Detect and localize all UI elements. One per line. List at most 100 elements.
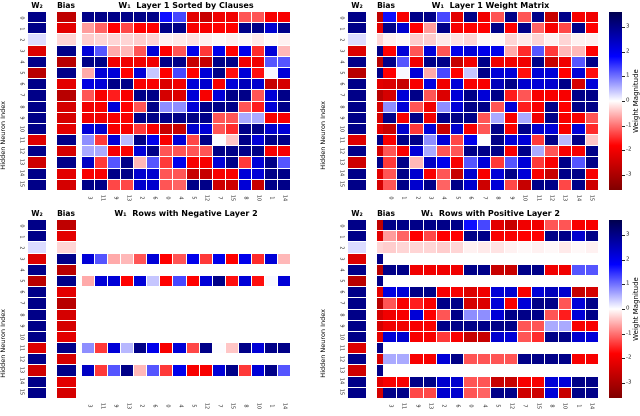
heatmap-cell xyxy=(504,67,517,79)
heatmap-cell xyxy=(572,157,585,168)
heatmap-cell xyxy=(545,253,558,264)
heatmap-cell xyxy=(464,309,477,320)
heatmap-cell xyxy=(134,112,147,123)
heatmap-cell xyxy=(477,157,490,168)
heatmap-cell xyxy=(504,354,517,365)
heatmap-cell xyxy=(491,343,504,354)
x-tick: 0 xyxy=(387,196,394,200)
colorbar-tick: -2 xyxy=(626,146,632,153)
heatmap-cell xyxy=(410,242,423,253)
heatmap-cell xyxy=(147,220,160,231)
heatmap-cell xyxy=(173,34,186,45)
heatmap-cell xyxy=(545,135,558,146)
heatmap-cell xyxy=(572,354,585,365)
heatmap-cell xyxy=(95,67,108,79)
heatmap-cell xyxy=(134,253,147,264)
heatmap-cell xyxy=(572,387,585,398)
heatmap-cell xyxy=(585,354,598,365)
heatmap-cell xyxy=(238,67,251,79)
heatmap-cell xyxy=(95,101,108,112)
heatmap-cell xyxy=(108,101,121,112)
heatmap-cell xyxy=(518,253,531,264)
heatmap-cell xyxy=(82,45,95,56)
heatmap-cell xyxy=(264,157,277,168)
heatmap-cell xyxy=(585,168,598,179)
y-tick: 0 xyxy=(338,15,345,20)
x-tick: 4 xyxy=(440,196,447,200)
heatmap-cell xyxy=(348,157,366,168)
heatmap-cell xyxy=(277,79,290,90)
heatmap-cell xyxy=(558,298,571,309)
heatmap-cell xyxy=(108,146,121,157)
y-tick: 1 xyxy=(18,235,25,239)
heatmap-cell xyxy=(121,365,134,376)
heatmap-cell xyxy=(121,231,134,242)
colorbar-tick-mark xyxy=(622,76,625,78)
heatmap-cell xyxy=(396,168,409,179)
heatmap-cell xyxy=(477,298,490,309)
heatmap-cell xyxy=(348,309,366,320)
heatmap-cell xyxy=(348,331,366,343)
heatmap-cell xyxy=(28,354,46,365)
heatmap-cell xyxy=(264,179,277,190)
heatmap-cell xyxy=(423,365,436,376)
heatmap-cell xyxy=(518,101,531,112)
heatmap-cell xyxy=(518,79,531,90)
heatmap-cell xyxy=(558,123,571,135)
heatmap-cell xyxy=(423,376,436,387)
heatmap-cell xyxy=(464,112,477,123)
heatmap-cell xyxy=(491,12,504,23)
heatmap-cell xyxy=(28,56,46,67)
heatmap-cell xyxy=(147,320,160,331)
heatmap-cell xyxy=(28,67,46,79)
heatmap-cell xyxy=(264,168,277,179)
heatmap-cell xyxy=(95,309,108,320)
heatmap-cell xyxy=(572,242,585,253)
heatmap-cell xyxy=(199,135,212,146)
heatmap-cell xyxy=(410,320,423,331)
heatmap-cell xyxy=(134,101,147,112)
heatmap-cell xyxy=(410,179,423,190)
heatmap-cell xyxy=(57,242,76,253)
y-tick: 5 xyxy=(338,279,345,283)
heatmap-cell xyxy=(504,90,517,101)
bias-column-header: Bias xyxy=(377,1,395,10)
heatmap-cell xyxy=(160,320,173,331)
heatmap-cell xyxy=(121,23,134,34)
heatmap-cell xyxy=(82,343,95,354)
heatmap-cell xyxy=(558,45,571,56)
heatmap-cell xyxy=(199,90,212,101)
heatmap-cell xyxy=(251,123,264,135)
heatmap-cell xyxy=(423,101,436,112)
heatmap-cell xyxy=(477,242,490,253)
heatmap-cell xyxy=(383,387,396,398)
heatmap-cell xyxy=(450,135,463,146)
heatmap-cell xyxy=(251,79,264,90)
heatmap-cell xyxy=(558,90,571,101)
heatmap-cell xyxy=(212,67,225,79)
heatmap-cell xyxy=(572,275,585,287)
y-tick: 0 xyxy=(18,15,25,20)
y-tick: 11 xyxy=(338,136,345,144)
heatmap-cell xyxy=(585,287,598,298)
x-tick: 3 xyxy=(86,404,92,408)
heatmap-cell xyxy=(121,34,134,45)
heatmap-cell xyxy=(437,79,450,90)
heatmap-cell xyxy=(238,101,251,112)
heatmap-cell xyxy=(423,275,436,287)
heatmap-cell xyxy=(348,376,366,387)
heatmap-cell xyxy=(264,309,277,320)
heatmap-cell xyxy=(477,264,490,275)
heatmap-cell xyxy=(477,112,490,123)
panel-layer1-sorted: W₁ Layer 1 Sorted by Clauses W₂ Bias Hid… xyxy=(0,0,320,208)
heatmap-cell xyxy=(57,231,76,242)
heatmap-cell xyxy=(28,12,46,23)
heatmap-cell xyxy=(277,343,290,354)
heatmap-cell xyxy=(464,231,477,242)
heatmap-cell xyxy=(186,253,199,264)
heatmap-cell xyxy=(173,12,186,23)
heatmap-cell xyxy=(585,12,598,23)
heatmap-cell xyxy=(348,298,366,309)
heatmap-cell xyxy=(383,112,396,123)
heatmap-cell xyxy=(212,387,225,398)
